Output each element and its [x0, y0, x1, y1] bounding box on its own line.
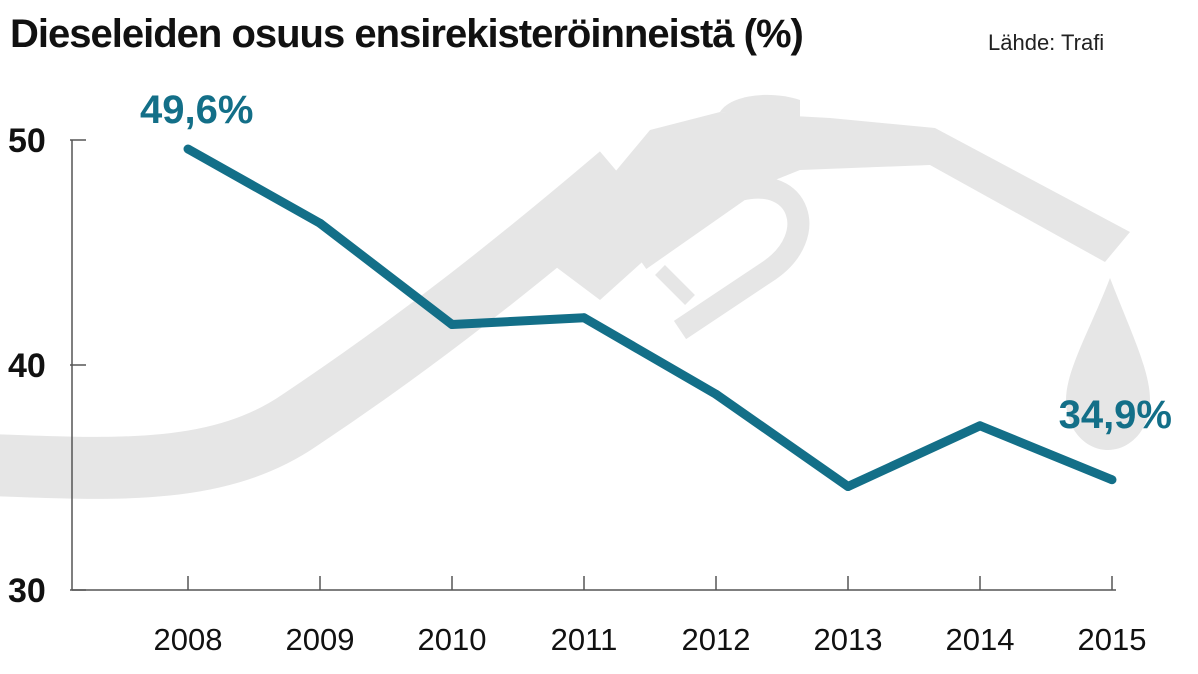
data-point [447, 320, 457, 329]
x-tick-label: 2014 [946, 622, 1015, 657]
y-tick-label: 40 [8, 347, 46, 385]
data-label: 49,6% [140, 88, 253, 132]
axes: 30 40 50 2008 2009 2010 2011 2012 2013 2014 2015 [8, 122, 1146, 657]
data-point [315, 218, 325, 228]
x-tick-label: 2010 [418, 622, 487, 657]
source-note: Lähde: Trafi [988, 30, 1105, 55]
x-tick-label: 2011 [551, 622, 618, 657]
data-label: 34,9% [1059, 393, 1172, 437]
data-point [579, 313, 589, 323]
x-tick-label: 2012 [682, 622, 751, 657]
data-point [843, 482, 853, 491]
chart-title: Dieseleiden osuus ensirekisteröinneistä … [10, 12, 804, 56]
x-tick-label: 2015 [1078, 622, 1147, 657]
x-tick-label: 2013 [814, 622, 883, 657]
data-point [711, 389, 721, 399]
series-line [185, 145, 1114, 491]
plot-area: 49,6% 34,9% [140, 88, 1172, 491]
y-tick-label: 30 [8, 572, 46, 610]
data-point [183, 144, 193, 154]
x-tick-label: 2008 [154, 622, 223, 657]
data-point [1107, 475, 1117, 485]
x-tick-label: 2009 [286, 622, 355, 657]
data-point [975, 421, 985, 431]
fuel-nozzle-icon [0, 94, 1150, 499]
y-tick-label: 50 [8, 122, 46, 160]
